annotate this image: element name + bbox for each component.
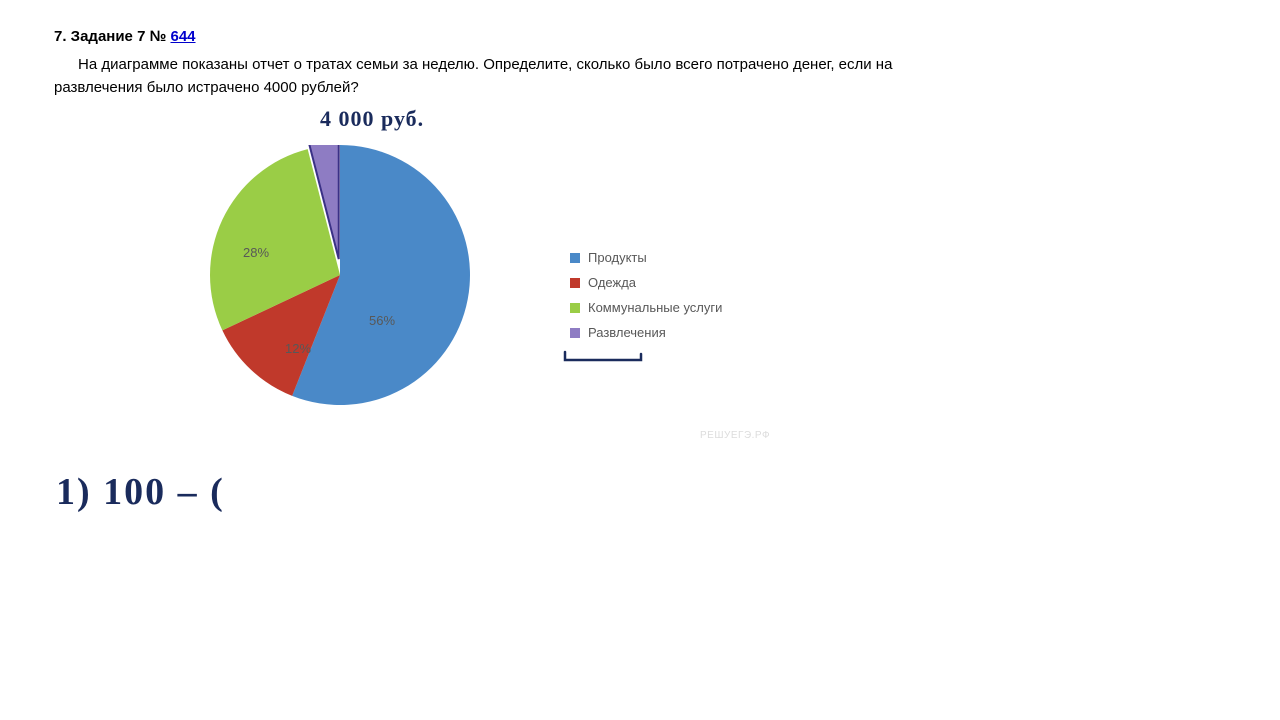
handwritten-annotation-top: 4 000 руб. <box>320 106 424 132</box>
task-header: 7. Задание 7 № 644 <box>54 28 196 45</box>
legend-label: Коммунальные услуги <box>588 300 722 315</box>
legend-swatch <box>570 278 580 288</box>
legend-swatch <box>570 303 580 313</box>
task-number-link[interactable]: 644 <box>170 28 195 45</box>
pie-slice-label: 12% <box>285 341 311 356</box>
handwritten-working-step: 1) 100 – ( <box>56 470 225 514</box>
chart-legend: Продукты Одежда Коммунальные услуги Развлеч… <box>570 250 722 350</box>
legend-label: Одежда <box>588 275 636 290</box>
problem-text: На диаграмме показаны отчет о тратах сем… <box>54 54 974 99</box>
pie-slice-label: 56% <box>369 313 395 328</box>
legend-item: Одежда <box>570 275 722 290</box>
task-prefix: 7. Задание 7 № <box>54 28 170 45</box>
pie-chart: 56% 12% 28% <box>210 145 470 405</box>
legend-item: Коммунальные услуги <box>570 300 722 315</box>
legend-swatch <box>570 328 580 338</box>
handwritten-underline-icon <box>563 350 645 362</box>
watermark: РЕШУЕГЭ.РФ <box>700 430 770 441</box>
legend-swatch <box>570 253 580 263</box>
legend-item: Продукты <box>570 250 722 265</box>
legend-label: Развлечения <box>588 325 666 340</box>
legend-item: Развлечения <box>570 325 722 340</box>
pie-slice-label: 28% <box>243 245 269 260</box>
legend-label: Продукты <box>588 250 647 265</box>
